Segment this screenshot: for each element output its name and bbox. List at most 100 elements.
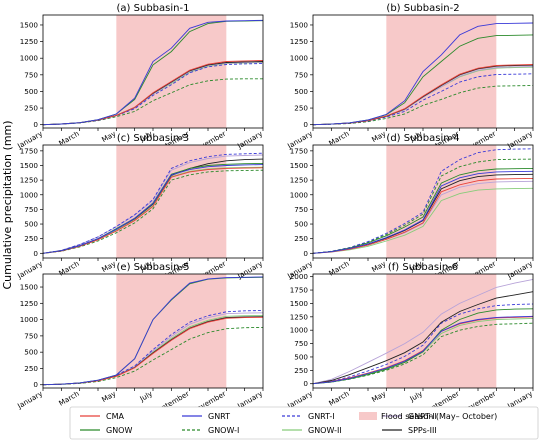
series-line-gnow-ii — [312, 187, 534, 254]
legend-label: Flood season (May– October) — [381, 412, 497, 421]
y-tick-label: 250 — [294, 104, 308, 113]
series-line-gnrt — [312, 170, 534, 254]
y-tick-label: 1750 — [290, 146, 309, 155]
panel-title: (e) Subbasin-5 — [117, 262, 190, 273]
y-tick-label: 1250 — [290, 176, 309, 185]
y-tick-label: 1000 — [290, 326, 309, 335]
series-line-gnrt — [312, 315, 534, 385]
y-tick-label: 1000 — [20, 315, 39, 324]
y-tick-label: 0 — [303, 249, 308, 258]
y-tick-label: 750 — [294, 205, 308, 214]
panel-title: (c) Subbasin-3 — [117, 133, 189, 144]
x-tick-label: March — [327, 259, 350, 278]
x-tick-label: March — [57, 259, 80, 278]
y-tick-label: 250 — [24, 104, 38, 113]
y-tick-label: 250 — [294, 366, 308, 375]
series-line-gnrt-i — [312, 303, 534, 385]
x-tick-label: May — [100, 389, 118, 405]
legend-label: GNRT-I — [308, 412, 335, 421]
series-line-gnrt-i — [312, 148, 534, 254]
y-tick-label: 1250 — [290, 312, 309, 321]
flood-season-band — [116, 15, 227, 128]
legend-item-spps-iii: SPPs-III — [382, 426, 437, 435]
legend-item-gnow-i: GNOW-I — [182, 426, 239, 435]
panel-title: (a) Subbasin-1 — [117, 3, 190, 14]
y-tick-label: 1250 — [20, 299, 39, 308]
panel-6: (f) Subbasin-6 0 250 500 750 1000 1250 1500 1750… — [285, 262, 535, 417]
legend-label: GNRT-II — [408, 412, 437, 421]
x-tick-label: May — [370, 129, 388, 145]
series-line-gnrt-ii — [312, 278, 534, 385]
series-line-gnow — [312, 167, 534, 254]
series-line-spps-iii — [312, 291, 534, 385]
y-tick-label: 1500 — [290, 20, 309, 29]
y-tick-label: 0 — [33, 249, 38, 258]
legend-label: GNOW-I — [208, 426, 239, 435]
y-tick-label: 2000 — [290, 272, 309, 281]
legend-frame — [69, 406, 539, 440]
x-tick-label: January — [15, 389, 45, 411]
panel-5: (e) Subbasin-5 0 250 500 750 1000 1250 1500 Janu… — [15, 262, 265, 417]
y-tick-label: 500 — [294, 352, 308, 361]
y-tick-label: 0 — [303, 120, 308, 129]
legend-item-gnow-ii: GNOW-II — [282, 426, 342, 435]
legend-label: GNOW-II — [308, 426, 342, 435]
y-tick-label: 750 — [294, 70, 308, 79]
y-tick-label: 1500 — [20, 20, 39, 29]
panel-title: (d) Subbasin-4 — [386, 133, 459, 144]
x-tick-label: January — [505, 259, 535, 281]
series-line-gnrt — [42, 164, 264, 254]
y-tick-label: 500 — [294, 220, 308, 229]
y-tick-label: 1000 — [290, 54, 309, 63]
series-line-gnrt — [42, 276, 264, 386]
y-tick-label: 750 — [24, 205, 38, 214]
series-line-cma — [312, 177, 534, 254]
y-tick-label: 250 — [294, 234, 308, 243]
legend-label: CMA — [106, 412, 124, 421]
series-line-gnrt-i — [42, 152, 264, 254]
y-tick-label: 1000 — [290, 190, 309, 199]
y-tick-label: 500 — [24, 220, 38, 229]
y-tick-label: 750 — [24, 70, 38, 79]
panels: (a) Subbasin-1 0 250 500 750 1000 1250 1500 Janu… — [15, 3, 535, 417]
y-tick-label: 1250 — [20, 176, 39, 185]
y-tick-label: 1750 — [290, 286, 309, 295]
series-line-gnrt — [42, 19, 264, 126]
y-tick-label: 750 — [24, 331, 38, 340]
legend-swatch — [359, 412, 377, 420]
y-tick-label: 750 — [294, 339, 308, 348]
y-tick-label: 1000 — [20, 190, 39, 199]
legend-item-gnrt: GNRT — [182, 412, 230, 421]
flood-season-band — [116, 145, 227, 258]
y-tick-label: 0 — [33, 120, 38, 129]
legend-item-flood-season-may-october: Flood season (May– October) — [359, 412, 497, 421]
series-line-cma — [42, 167, 264, 254]
y-tick-label: 1750 — [20, 146, 39, 155]
y-tick-label: 500 — [294, 87, 308, 96]
panel-title: (b) Subbasin-2 — [386, 3, 459, 14]
x-tick-label: May — [370, 259, 388, 275]
y-tick-label: 500 — [24, 348, 38, 357]
legend-label: GNOW — [106, 426, 132, 435]
legend-item-gnow: GNOW — [80, 426, 132, 435]
legend-label: GNRT — [208, 412, 230, 421]
x-tick-label: March — [327, 389, 350, 408]
y-tick-label: 1500 — [290, 299, 309, 308]
flood-season-band — [386, 15, 497, 128]
x-tick-label: March — [57, 389, 80, 408]
x-tick-label: January — [505, 129, 535, 151]
legend-label: SPPs-III — [408, 426, 437, 435]
y-tick-label: 1250 — [290, 37, 309, 46]
y-axis-label: Cumulative precipitation (mm) — [1, 120, 14, 289]
flood-season-band — [116, 274, 227, 388]
y-tick-label: 0 — [303, 379, 308, 388]
series-line-gnow-i — [42, 169, 264, 254]
y-tick-label: 1000 — [20, 54, 39, 63]
legend-item-gnrt-i: GNRT-I — [282, 412, 335, 421]
x-tick-label: January — [15, 259, 45, 281]
y-tick-label: 250 — [24, 234, 38, 243]
y-tick-label: 1250 — [20, 37, 39, 46]
y-tick-label: 0 — [33, 380, 38, 389]
y-tick-label: 1500 — [20, 283, 39, 292]
